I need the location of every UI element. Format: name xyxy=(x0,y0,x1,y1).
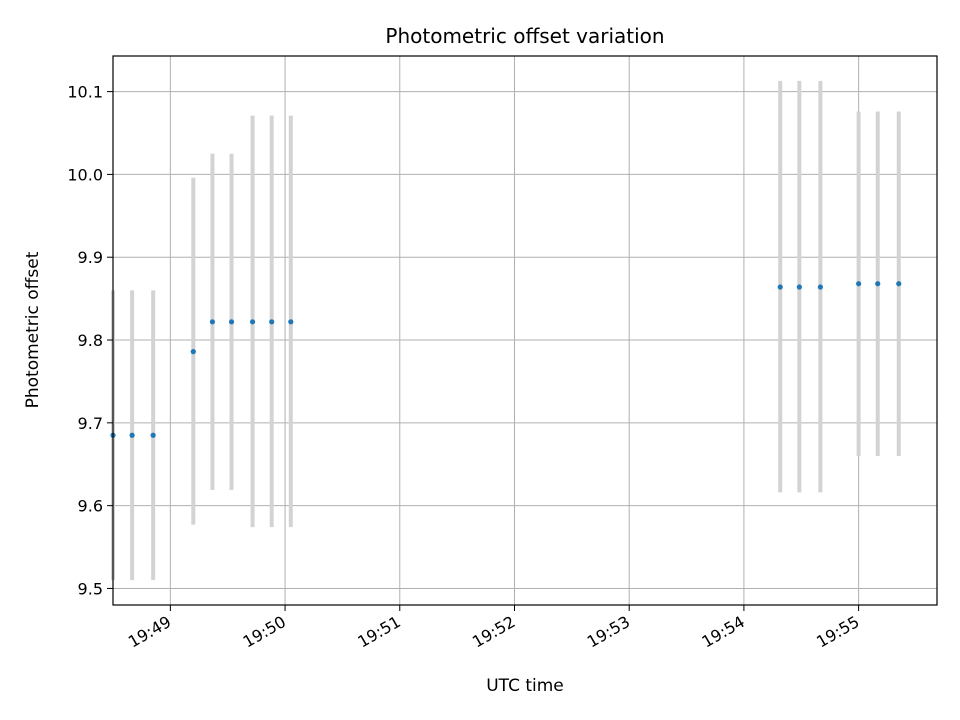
data-point xyxy=(288,319,294,325)
y-tick-label: 9.8 xyxy=(78,331,103,350)
y-tick-label: 9.5 xyxy=(78,579,103,598)
y-tick-label: 9.7 xyxy=(78,414,103,433)
chart-title: Photometric offset variation xyxy=(385,24,664,48)
y-tick-label: 10.0 xyxy=(67,165,103,184)
x-axis-title: UTC time xyxy=(486,676,564,696)
y-tick-label: 9.6 xyxy=(78,497,103,516)
y-axis-ticks: 9.5 9.6 9.7 9.8 9.9 10.0 10.1 xyxy=(67,83,113,598)
data-points xyxy=(110,281,902,438)
data-point xyxy=(817,284,823,290)
data-point xyxy=(896,281,902,287)
data-point xyxy=(209,319,216,325)
data-point xyxy=(150,432,156,438)
plot-frame xyxy=(112,55,938,606)
y-axis-title: Photometric offset xyxy=(23,251,43,408)
data-point xyxy=(269,319,275,325)
data-point xyxy=(796,284,802,290)
data-point xyxy=(249,319,256,325)
y-tick-label: 10.1 xyxy=(67,83,103,102)
data-point xyxy=(190,349,196,355)
data-point xyxy=(228,319,235,325)
data-point xyxy=(129,432,135,438)
data-point xyxy=(777,284,783,290)
y-tick-label: 9.9 xyxy=(78,248,103,267)
data-point xyxy=(875,281,881,287)
data-point xyxy=(856,281,862,287)
